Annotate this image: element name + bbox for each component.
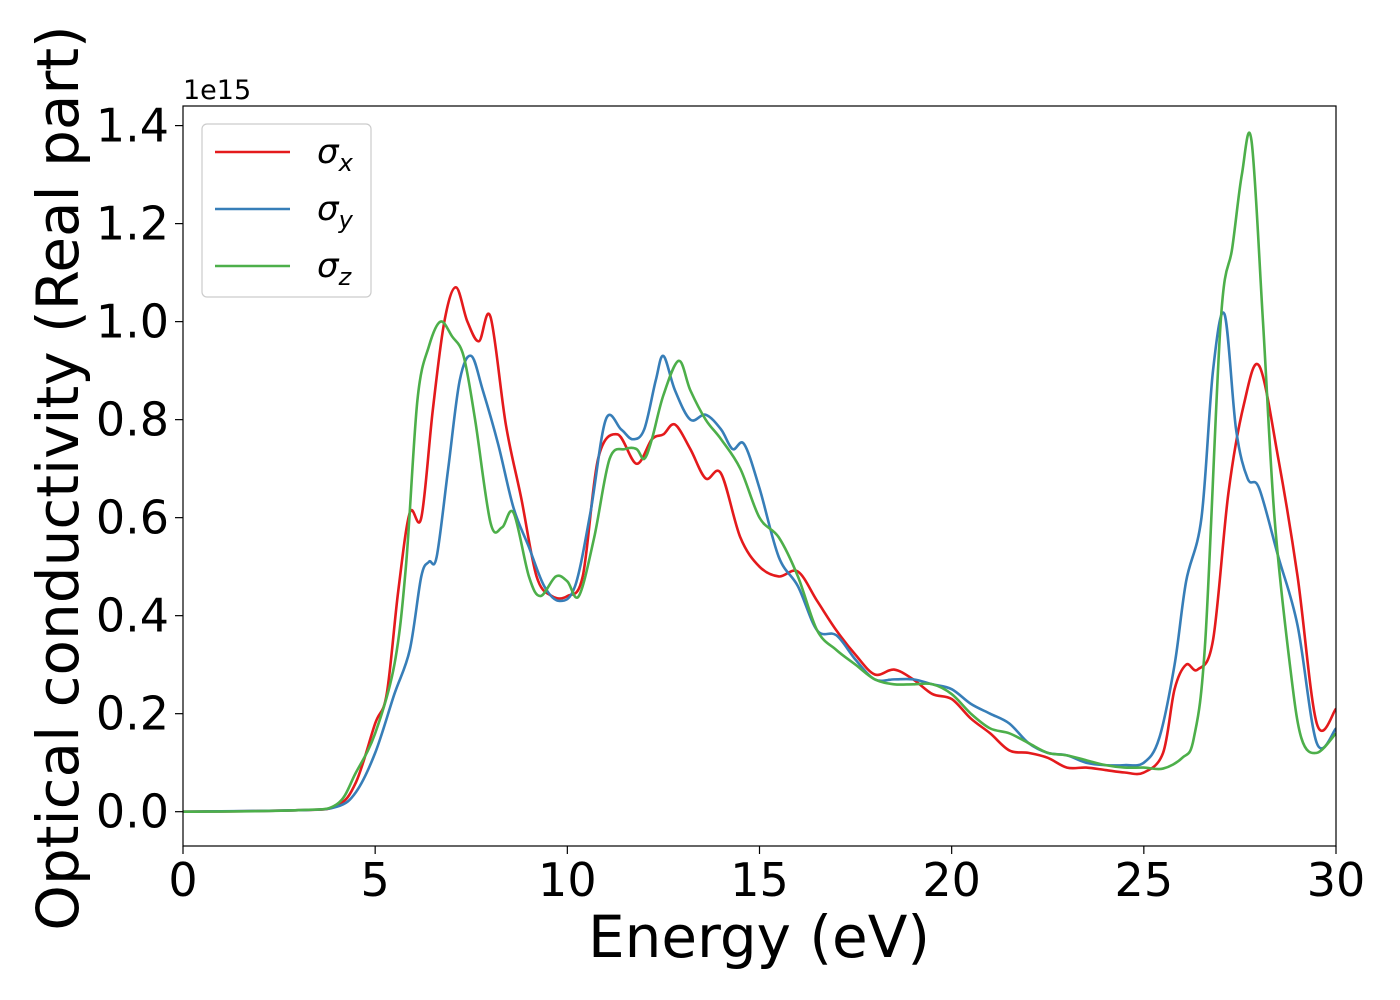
legend-label-y: σy [317,189,354,234]
y-tick-label: 1.4 [96,99,169,153]
y-tick-label: 0.6 [96,491,169,545]
legend-label-x: σx [317,132,354,177]
y-axis-ticks: 0.0 0.2 0.4 0.6 0.8 1.0 1.2 1.4 [96,99,183,839]
y-tick-label: 1.2 [96,197,169,251]
x-tick-label: 30 [1307,853,1366,907]
x-tick-label: 15 [730,853,789,907]
x-axis-ticks: 0 5 10 15 20 25 30 [168,846,1365,907]
x-tick-label: 5 [361,853,390,907]
y-tick-label: 0.0 [96,785,169,839]
series-line-y [183,311,1336,813]
x-tick-label: 25 [1115,853,1174,907]
y-tick-label: 1.0 [96,295,169,349]
x-axis-title: Energy (eV) [588,903,930,971]
series-layer [183,131,1336,813]
y-multiplier-label: 1e15 [183,75,251,106]
y-axis-title: Optical conductivity (Real part) [24,25,92,930]
y-tick-label: 0.4 [96,589,169,643]
legend: σx σy σz [201,123,372,298]
series-line-z [183,131,1336,813]
series-line-x [183,286,1336,813]
legend-items: σx σy σz [215,132,354,291]
y-tick-label: 0.2 [96,687,169,741]
x-tick-label: 20 [922,853,981,907]
legend-box [201,123,372,298]
y-tick-label: 0.8 [96,393,169,447]
x-tick-label: 0 [168,853,197,907]
x-tick-label: 10 [538,853,597,907]
legend-label-z: σz [317,246,353,291]
